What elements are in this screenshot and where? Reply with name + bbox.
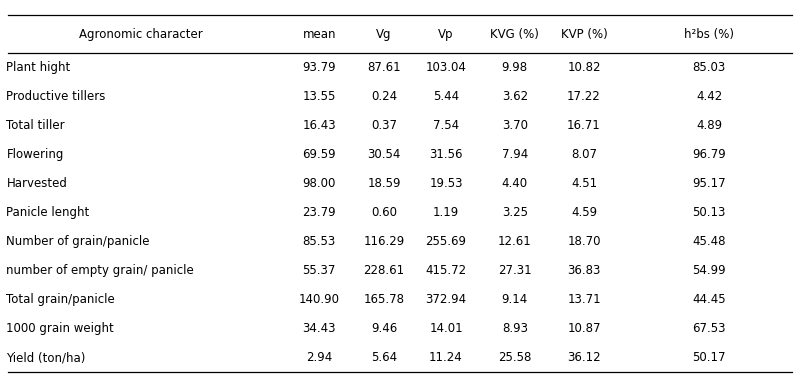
Text: 4.51: 4.51 [571,177,597,190]
Text: 87.61: 87.61 [367,61,401,74]
Text: 7.54: 7.54 [433,119,459,132]
Text: 116.29: 116.29 [363,235,405,248]
Text: 16.71: 16.71 [567,119,601,132]
Text: 2.94: 2.94 [306,352,332,364]
Text: 93.79: 93.79 [302,61,336,74]
Text: 31.56: 31.56 [430,148,462,161]
Text: 7.94: 7.94 [502,148,528,161]
Text: 16.43: 16.43 [302,119,336,132]
Text: 415.72: 415.72 [426,264,466,277]
Text: 96.79: 96.79 [692,148,726,161]
Text: 11.24: 11.24 [429,352,463,364]
Text: Harvested: Harvested [6,177,67,190]
Text: Total tiller: Total tiller [6,119,65,132]
Text: number of empty grain/ panicle: number of empty grain/ panicle [6,264,194,277]
Text: 10.82: 10.82 [567,61,601,74]
Text: 8.07: 8.07 [571,148,597,161]
Text: Plant hight: Plant hight [6,61,70,74]
Text: Number of grain/panicle: Number of grain/panicle [6,235,150,248]
Text: 255.69: 255.69 [426,235,466,248]
Text: h²bs (%): h²bs (%) [684,28,734,41]
Text: KVG (%): KVG (%) [490,28,539,41]
Text: 95.17: 95.17 [692,177,726,190]
Text: 3.62: 3.62 [502,90,528,103]
Text: 19.53: 19.53 [430,177,462,190]
Text: 3.25: 3.25 [502,206,528,219]
Text: Agronomic character: Agronomic character [79,28,203,41]
Text: 0.24: 0.24 [371,90,397,103]
Text: Total grain/panicle: Total grain/panicle [6,293,115,306]
Text: Flowering: Flowering [6,148,64,161]
Text: 9.98: 9.98 [502,61,528,74]
Text: 23.79: 23.79 [302,206,336,219]
Text: 30.54: 30.54 [367,148,401,161]
Text: 85.53: 85.53 [302,235,336,248]
Text: 103.04: 103.04 [426,61,466,74]
Text: 17.22: 17.22 [567,90,601,103]
Text: 228.61: 228.61 [363,264,405,277]
Text: 165.78: 165.78 [363,293,405,306]
Text: 36.83: 36.83 [567,264,601,277]
Text: 4.40: 4.40 [502,177,528,190]
Text: 67.53: 67.53 [693,322,726,335]
Text: 5.64: 5.64 [371,352,397,364]
Text: 18.70: 18.70 [567,235,601,248]
Text: 85.03: 85.03 [693,61,726,74]
Text: 25.58: 25.58 [498,352,531,364]
Text: 45.48: 45.48 [693,235,726,248]
Text: 98.00: 98.00 [302,177,336,190]
Text: 13.55: 13.55 [302,90,336,103]
Text: 10.87: 10.87 [567,322,601,335]
Text: 4.59: 4.59 [571,206,597,219]
Text: 140.90: 140.90 [298,293,340,306]
Text: 0.37: 0.37 [371,119,397,132]
Text: 5.44: 5.44 [433,90,459,103]
Text: 50.13: 50.13 [693,206,726,219]
Text: 3.70: 3.70 [502,119,528,132]
Text: 9.46: 9.46 [371,322,397,335]
Text: 50.17: 50.17 [693,352,726,364]
Text: 4.42: 4.42 [696,90,722,103]
Text: 69.59: 69.59 [302,148,336,161]
Text: 372.94: 372.94 [426,293,466,306]
Text: Panicle lenght: Panicle lenght [6,206,90,219]
Text: mean: mean [302,28,336,41]
Text: 0.60: 0.60 [371,206,397,219]
Text: 36.12: 36.12 [567,352,601,364]
Text: 8.93: 8.93 [502,322,528,335]
Text: 9.14: 9.14 [502,293,528,306]
Text: Productive tillers: Productive tillers [6,90,106,103]
Text: 44.45: 44.45 [692,293,726,306]
Text: 4.89: 4.89 [696,119,722,132]
Text: 1.19: 1.19 [433,206,459,219]
Text: 14.01: 14.01 [429,322,463,335]
Text: Vp: Vp [438,28,454,41]
Text: KVP (%): KVP (%) [561,28,607,41]
Text: Vg: Vg [376,28,392,41]
Text: Yield (ton/ha): Yield (ton/ha) [6,352,86,364]
Text: 1000 grain weight: 1000 grain weight [6,322,114,335]
Text: 27.31: 27.31 [498,264,532,277]
Text: 55.37: 55.37 [302,264,336,277]
Text: 54.99: 54.99 [692,264,726,277]
Text: 18.59: 18.59 [367,177,401,190]
Text: 12.61: 12.61 [498,235,532,248]
Text: 13.71: 13.71 [567,293,601,306]
Text: 34.43: 34.43 [302,322,336,335]
